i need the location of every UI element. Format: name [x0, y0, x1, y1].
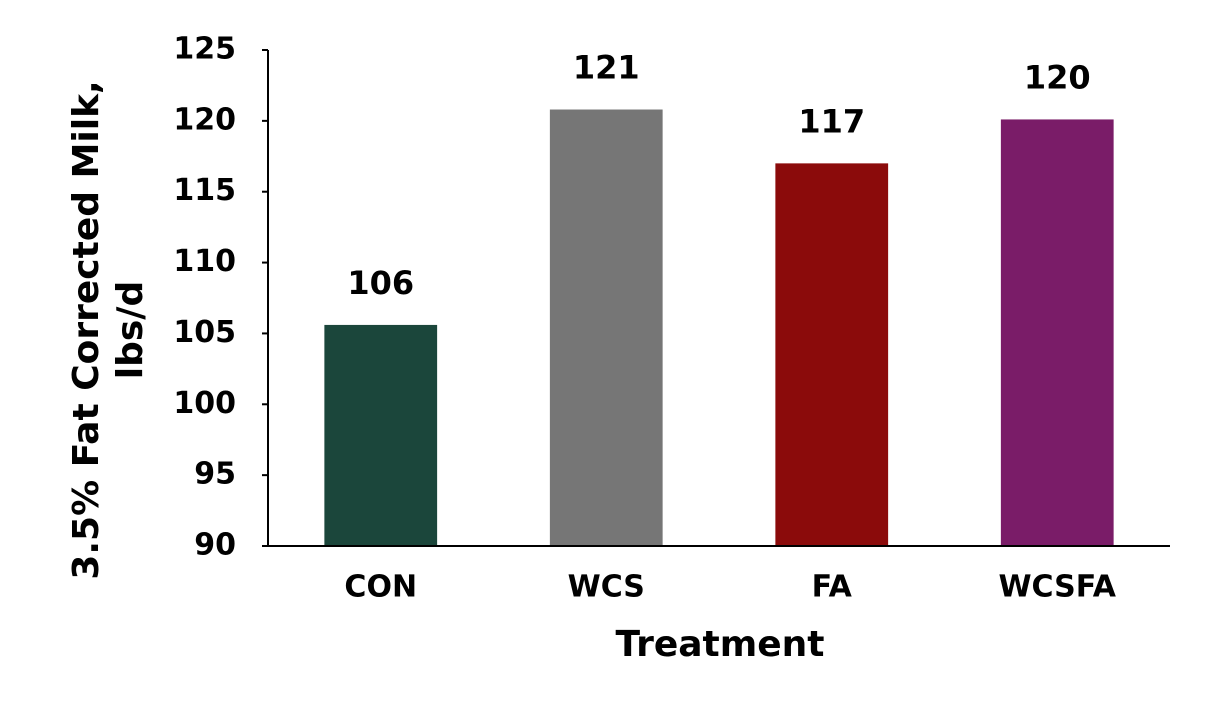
y-tick-label: 110: [173, 244, 236, 279]
x-tick-label: FA: [812, 570, 853, 605]
y-tick-label: 95: [194, 457, 236, 492]
y-tick-label: 115: [173, 173, 236, 208]
bar: [549, 109, 663, 547]
value-label: 120: [1024, 58, 1091, 96]
bar: [775, 163, 889, 546]
y-axis-title: 3.5% Fat Corrected Milk, lbs/d: [66, 80, 151, 579]
y-tick-label: 105: [173, 315, 236, 350]
y-axis-title-line: 3.5% Fat Corrected Milk,: [66, 80, 107, 579]
bar: [324, 324, 438, 546]
x-tick-label: WCSFA: [998, 570, 1116, 605]
value-label: 121: [573, 49, 640, 87]
y-tick-label: 125: [173, 32, 236, 67]
y-tick-label: 120: [173, 102, 236, 137]
value-label: 106: [347, 264, 414, 302]
x-tick-label: WCS: [568, 570, 645, 605]
x-axis-title: Treatment: [615, 624, 824, 665]
y-tick-label: 90: [194, 528, 236, 563]
bar: [1000, 119, 1114, 546]
x-tick-label: CON: [344, 570, 417, 605]
value-label: 117: [798, 102, 865, 140]
y-tick-label: 100: [173, 386, 236, 421]
y-axis-title-line: lbs/d: [110, 281, 151, 379]
